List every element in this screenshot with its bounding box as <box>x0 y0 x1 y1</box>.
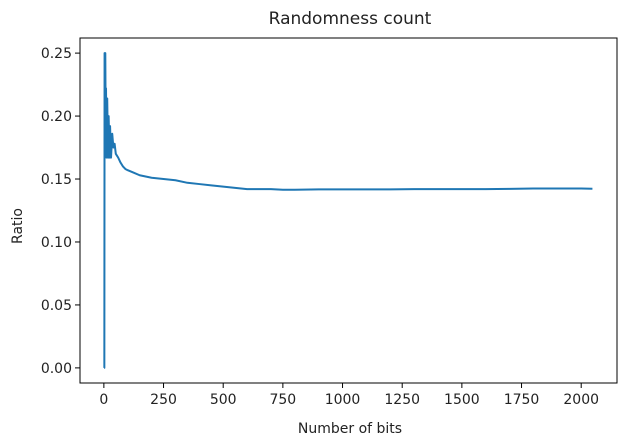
x-tick-label: 2000 <box>563 392 599 408</box>
x-tick-label: 1500 <box>444 392 480 408</box>
y-tick-label: 0.10 <box>41 235 72 251</box>
x-tick-label: 0 <box>99 392 108 408</box>
x-tick-label: 250 <box>150 392 177 408</box>
plot-area <box>79 37 618 384</box>
series-line <box>103 52 593 369</box>
x-tick-label: 750 <box>269 392 296 408</box>
x-axis-label: Number of bits <box>298 421 402 437</box>
y-tick-label: 0.00 <box>41 361 72 377</box>
y-tick-label: 0.05 <box>41 298 72 314</box>
x-tick-label: 500 <box>210 392 237 408</box>
y-tick-label: 0.25 <box>41 46 72 62</box>
y-axis-label: Ratio <box>10 208 26 244</box>
y-axis: 0.00 0.05 0.10 0.15 0.20 0.25 <box>41 46 80 377</box>
x-axis: 0 250 500 750 1000 1250 1500 1750 2000 <box>99 383 599 408</box>
x-tick-label: 1250 <box>384 392 420 408</box>
plot-frame <box>79 37 618 384</box>
y-tick-label: 0.15 <box>41 172 72 188</box>
x-tick-label: 1000 <box>325 392 361 408</box>
y-tick-label: 0.20 <box>41 109 72 125</box>
chart-title: Randomness count <box>269 9 432 29</box>
x-tick-label: 1750 <box>504 392 540 408</box>
